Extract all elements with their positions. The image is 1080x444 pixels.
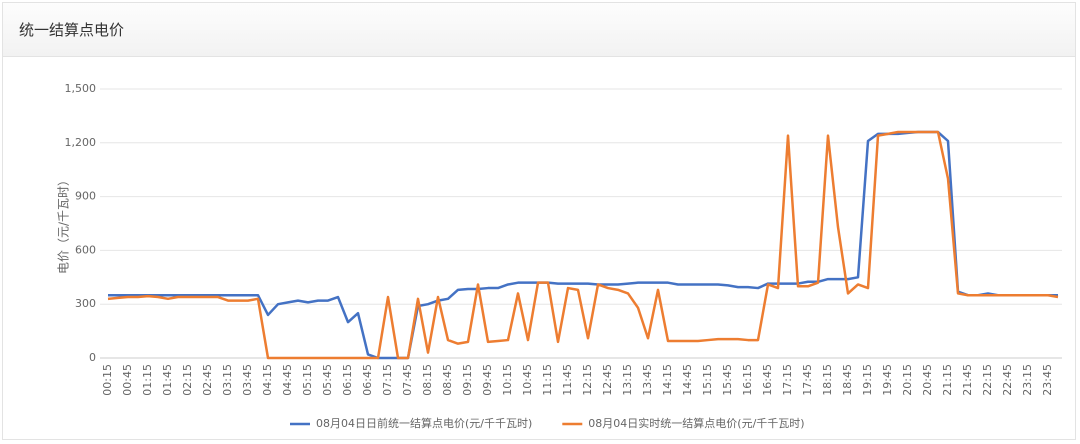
x-tick-label: 00:45 [121, 364, 134, 396]
x-tick-label: 11:15 [541, 364, 554, 396]
x-tick-label: 19:45 [881, 364, 894, 396]
x-tick-label: 20:45 [921, 364, 934, 396]
legend-label: 08月04日实时统一结算点电价(元/千千瓦时) [588, 416, 804, 430]
y-tick-label: 600 [75, 243, 96, 256]
x-tick-label: 10:45 [521, 364, 534, 396]
x-tick-label: 03:45 [241, 364, 254, 396]
x-tick-label: 22:45 [1001, 364, 1014, 396]
x-tick-label: 21:45 [961, 364, 974, 396]
x-tick-label: 16:45 [761, 364, 774, 396]
x-tick-label: 05:45 [321, 364, 334, 396]
x-tick-label: 17:45 [801, 364, 814, 396]
x-tick-label: 01:45 [161, 364, 174, 396]
y-tick-label: 1,200 [65, 136, 97, 149]
panel-title: 统一结算点电价 [3, 3, 1075, 57]
x-tick-label: 04:15 [261, 364, 274, 396]
x-tick-label: 06:45 [361, 364, 374, 396]
x-tick-label: 18:15 [821, 364, 834, 396]
x-tick-label: 15:45 [721, 364, 734, 396]
x-tick-label: 05:15 [301, 364, 314, 396]
x-tick-label: 18:45 [841, 364, 854, 396]
legend-label: 08月04日日前统一结算点电价(元/千千瓦时) [316, 416, 532, 430]
x-tick-label: 02:45 [201, 364, 214, 396]
x-tick-label: 15:15 [701, 364, 714, 396]
x-tick-label: 11:45 [561, 364, 574, 396]
x-tick-label: 14:45 [681, 364, 694, 396]
x-tick-label: 02:15 [181, 364, 194, 396]
x-tick-label: 07:15 [381, 364, 394, 396]
x-tick-label: 08:45 [441, 364, 454, 396]
x-tick-label: 23:45 [1041, 364, 1054, 396]
y-tick-label: 900 [75, 190, 96, 203]
x-tick-label: 07:45 [401, 364, 414, 396]
y-tick-label: 0 [89, 351, 96, 364]
x-tick-label: 12:45 [601, 364, 614, 396]
x-tick-label: 09:45 [481, 364, 494, 396]
x-tick-label: 16:15 [741, 364, 754, 396]
x-tick-label: 00:15 [101, 364, 114, 396]
x-tick-label: 10:15 [501, 364, 514, 396]
x-tick-label: 06:15 [341, 364, 354, 396]
x-tick-label: 13:15 [621, 364, 634, 396]
y-tick-label: 300 [75, 297, 96, 310]
x-tick-label: 08:15 [421, 364, 434, 396]
x-tick-label: 09:15 [461, 364, 474, 396]
y-tick-label: 1,500 [65, 82, 97, 95]
x-tick-label: 01:15 [141, 364, 154, 396]
x-tick-label: 21:15 [941, 364, 954, 396]
series-line [107, 130, 1059, 360]
y-axis-label: 电价（元/千瓦时） [57, 174, 71, 274]
x-tick-label: 17:15 [781, 364, 794, 396]
series-line [108, 130, 1058, 360]
x-tick-label: 04:45 [281, 364, 294, 396]
x-tick-label: 13:45 [641, 364, 654, 396]
x-tick-label: 12:15 [581, 364, 594, 396]
x-tick-label: 20:15 [901, 364, 914, 396]
x-tick-label: 22:15 [981, 364, 994, 396]
x-tick-label: 19:15 [861, 364, 874, 396]
x-tick-label: 23:15 [1021, 364, 1034, 396]
x-tick-label: 03:15 [221, 364, 234, 396]
x-tick-label: 14:15 [661, 364, 674, 396]
